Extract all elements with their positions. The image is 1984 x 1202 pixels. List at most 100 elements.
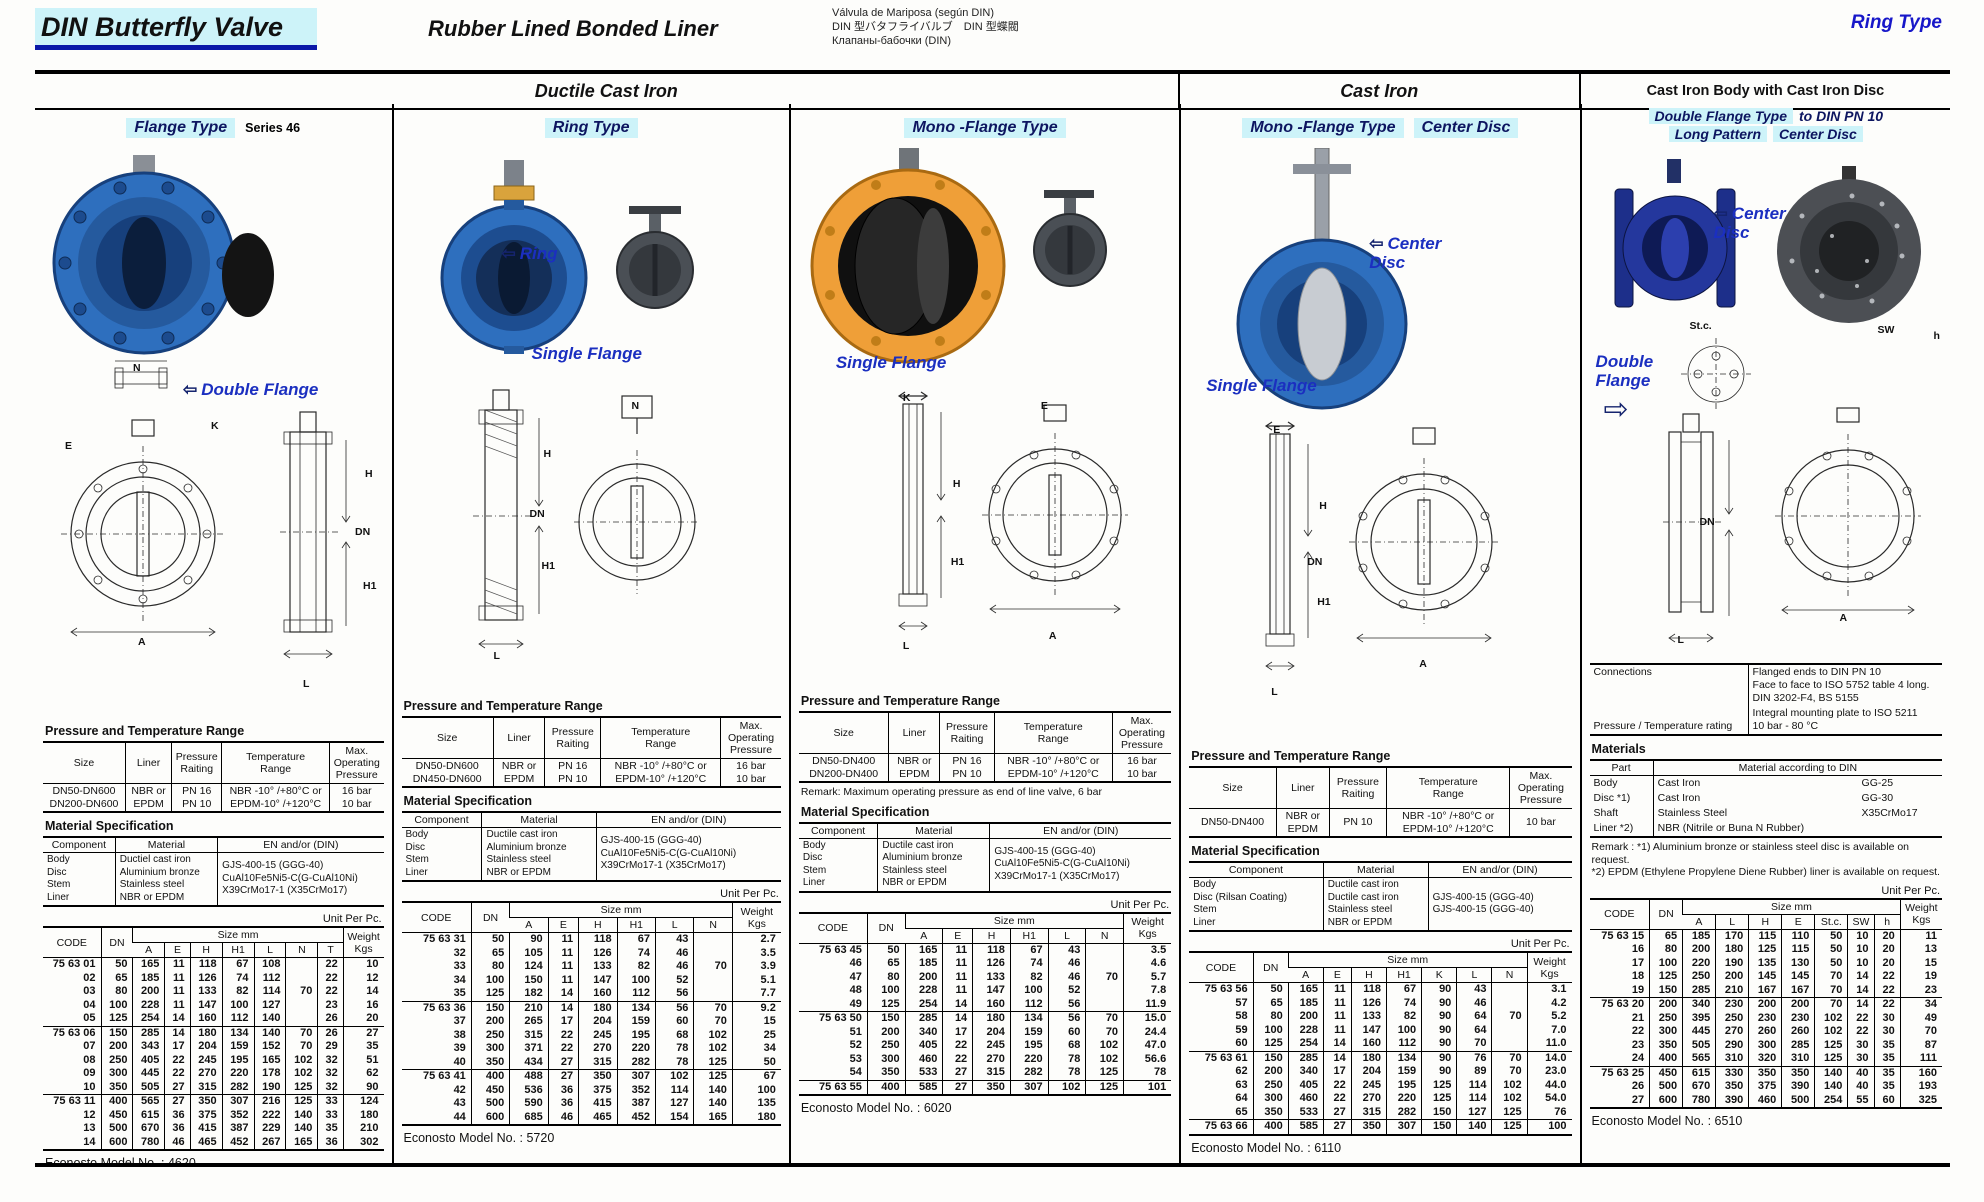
- value-cell: 140: [253, 1012, 286, 1026]
- dim-header: H: [1350, 967, 1387, 983]
- arrow-left-icon: ⇦: [1713, 204, 1728, 223]
- value-cell: 270: [1350, 1092, 1387, 1106]
- value-cell: 300: [1649, 1025, 1683, 1039]
- value-cell: 133: [1350, 1010, 1387, 1024]
- dim-label-sw: SW: [1877, 324, 1895, 336]
- value-cell: Body Disc Stem Liner: [405, 829, 429, 878]
- valve-photo-flange: [52, 155, 274, 355]
- table-row: 75 63 41 400 488 27 350 307 102 125 67: [401, 1069, 781, 1084]
- value-cell: 282: [1385, 1105, 1422, 1120]
- code-cell: 75 63 31: [422, 933, 466, 945]
- column-header: EN and/or (DIN): [217, 837, 384, 853]
- value-cell: [1085, 943, 1124, 957]
- table-row: 23 350 505 290 300 285 125 30 35 87: [1590, 1038, 1942, 1052]
- value-cell: 12: [342, 971, 384, 985]
- size-table: CODE DN Size mm Weight Kgs A E H H1 L N T 75 63 01 5…: [43, 926, 384, 1151]
- material-table: Component Material EN and/or (DIN) Body Dis…: [43, 836, 384, 907]
- code-cell: 23: [1631, 1038, 1645, 1051]
- value-cell: 22: [317, 971, 344, 985]
- value-cell: NBR or EPDM: [124, 783, 172, 812]
- value-cell: 165: [693, 1110, 733, 1125]
- code-cell: 43: [453, 1097, 466, 1109]
- value-cell: 11.9: [1123, 997, 1172, 1012]
- value-cell: PN 10: [1328, 808, 1387, 837]
- value-cell: 11: [164, 998, 191, 1012]
- value-cell: 500: [100, 1122, 133, 1136]
- code-cell: 54: [849, 1066, 862, 1078]
- value-cell: 17: [1322, 1065, 1352, 1079]
- arrow-left-icon: ⇦: [501, 244, 516, 263]
- value-cell: 27: [942, 1079, 973, 1095]
- value-cell: 14: [547, 1000, 579, 1015]
- value-cell: 170: [1715, 929, 1749, 943]
- value-cell: 43: [1047, 943, 1086, 957]
- dim-header: St.c.: [1814, 914, 1848, 930]
- value-cell: 126: [972, 957, 1011, 971]
- size-table: CODE DN Size mm Weight Kgs A L H E St.c. SW h 75 63…: [1589, 897, 1942, 1109]
- value-cell: 250: [1682, 970, 1716, 984]
- value-cell: 352: [221, 1108, 255, 1122]
- section-cast-iron-body: Cast Iron Body with Cast Iron Disc: [1578, 74, 1950, 108]
- column-header: Pressure Raiting: [939, 712, 995, 754]
- value-cell: 125: [693, 1055, 733, 1070]
- value-cell: 27: [164, 1094, 191, 1109]
- code-cell: 60: [1235, 1037, 1248, 1049]
- table-row: 04 100 228 11 147 100 127 23 16: [43, 998, 384, 1012]
- value-cell: 111: [1899, 1052, 1942, 1066]
- value-cell: 125: [285, 1094, 318, 1109]
- code-cell: 05: [83, 1012, 96, 1024]
- tables-area: Connections Flanged ends to DIN PN 10 Fac…: [1582, 663, 1950, 1128]
- value-cell: 445: [132, 1067, 165, 1081]
- value-cell: DN50-DN400 DN200-DN400: [809, 755, 879, 780]
- bottom-rule: [35, 1163, 1950, 1167]
- column-header: Temperature Range: [600, 717, 721, 759]
- front-view-drawing: [1774, 407, 1921, 615]
- column-header: Pressure Raiting: [1328, 767, 1387, 809]
- dim-label-l: L: [902, 640, 910, 652]
- value-cell: 270: [189, 1067, 223, 1081]
- dim-header: L: [1456, 967, 1492, 983]
- value-cell: 125: [470, 987, 510, 1001]
- value-cell: 60: [654, 1015, 694, 1029]
- value-cell: 74: [616, 946, 656, 960]
- value-cell: 102: [285, 1067, 318, 1081]
- value-cell: 254: [904, 997, 943, 1012]
- value-cell: 140: [693, 1097, 733, 1111]
- column-header: EN and/or (DIN): [595, 812, 781, 828]
- pressure-table: Size Liner Pressure Raiting Temperature Ran…: [798, 711, 1172, 783]
- lang-spanish: Válvula de Mariposa (según DIN): [832, 7, 995, 19]
- value-cell: 74: [221, 971, 255, 985]
- value-cell: 67: [221, 957, 255, 972]
- code-cell: 18: [1631, 970, 1645, 982]
- value-cell: 125: [1085, 1066, 1124, 1080]
- pressure-table: Size Liner Pressure Raiting Temperature Ran…: [401, 716, 781, 788]
- dim-header: N: [1491, 967, 1528, 983]
- table-row: 40 350 434 27 315 282 78 125 50: [402, 1055, 781, 1070]
- side-view-drawing: [1662, 413, 1733, 643]
- value-cell: 220: [616, 1042, 656, 1056]
- flange-face-drawing: [1680, 338, 1751, 410]
- value-cell: 245: [1350, 1078, 1387, 1092]
- code-cell: 75 63 36: [401, 1000, 472, 1015]
- value-cell: PN 16 PN 10: [171, 783, 222, 812]
- value-cell: 400: [1649, 1052, 1683, 1066]
- value-cell: DN50-DN400: [1201, 816, 1265, 829]
- value-cell: 5.1: [731, 973, 781, 987]
- value-cell: 195: [616, 1028, 656, 1042]
- value-cell: 182: [509, 987, 549, 1001]
- table-row: 75 63 25 450 615 330 350 350 140 40 35 160: [1589, 1065, 1942, 1080]
- value-cell: 70: [1814, 970, 1848, 984]
- value-cell: 118: [1350, 982, 1387, 997]
- table-row: 65 350 533 27 315 282 150 127 125 76: [1189, 1105, 1572, 1120]
- value-cell: 70: [1491, 1065, 1528, 1079]
- remark-note: Remark: Maximum operating pressure as en…: [800, 786, 1102, 798]
- value-cell: 267: [253, 1135, 286, 1150]
- value-cell: 315: [1350, 1105, 1387, 1120]
- value-cell: 300: [1252, 1092, 1289, 1106]
- value-cell: 50: [100, 957, 133, 972]
- table-row: Shaft Stainless Steel X35CrMo17: [1590, 806, 1942, 821]
- code-cell: 49: [849, 997, 862, 1010]
- value-cell: 135: [1748, 956, 1782, 970]
- weight-header: Weight Kgs: [342, 927, 384, 958]
- value-cell: 20: [1873, 929, 1901, 943]
